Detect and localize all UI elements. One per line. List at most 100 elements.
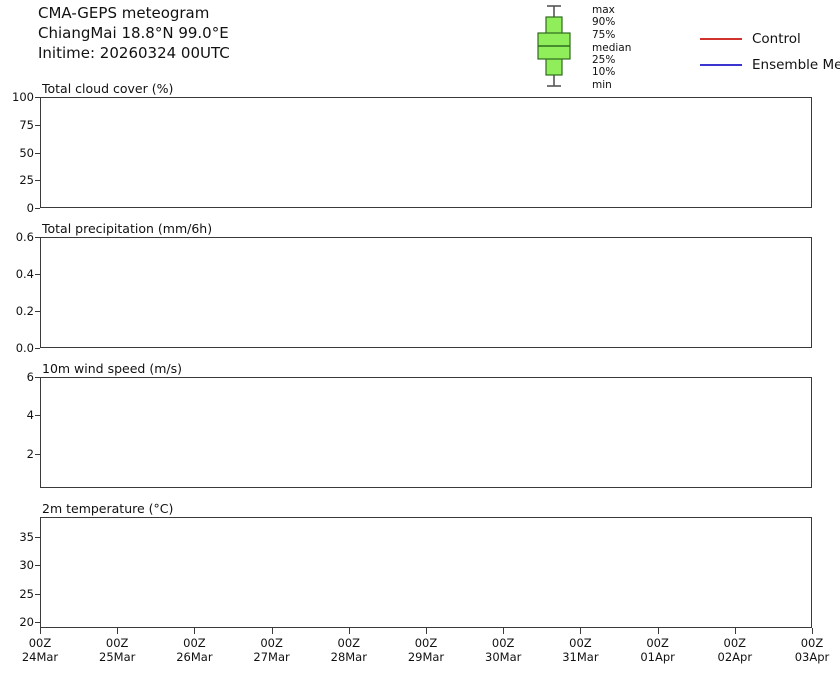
x-tick-hour: 00Z <box>28 636 52 650</box>
y-tick-mark <box>35 622 40 624</box>
y-tick-mark <box>35 97 40 98</box>
panel-title-0: Total cloud cover (%) <box>42 81 174 96</box>
x-tick-hour: 00Z <box>646 636 669 650</box>
x-tick-day: 25Mar <box>99 650 136 665</box>
plot-frame-3 <box>40 517 812 628</box>
y-tick-label: 25 <box>19 173 34 188</box>
x-tick-label: 00Z 25Mar <box>99 636 135 665</box>
y-tick-mark <box>35 565 40 567</box>
legend-item-ensemble-mean: Ensemble Mean <box>700 52 840 78</box>
x-tick-day: 30Mar <box>485 650 522 665</box>
y-tick-mark <box>35 124 40 126</box>
x-tick-label: 00Z 31Mar <box>562 636 598 665</box>
x-tick-label: 00Z 02Apr <box>718 636 753 665</box>
x-tick-mark <box>657 628 659 634</box>
y-tick-label: 2 <box>26 446 34 461</box>
panel-title-3: 2m temperature (°C) <box>42 501 174 516</box>
x-tick-mark <box>734 628 736 634</box>
legend-label-p90: 90% <box>592 16 616 28</box>
legend-item-control: Control <box>700 26 840 52</box>
legend-label-p10: 10% <box>592 66 616 78</box>
plot-frame-0 <box>40 97 812 208</box>
y-tick-mark <box>35 536 40 538</box>
y-tick-mark <box>35 593 40 595</box>
x-tick-day: 02Apr <box>717 650 753 665</box>
x-tick-mark <box>117 628 119 634</box>
x-tick-hour: 00Z <box>569 636 592 650</box>
x-tick-label: 00Z 26Mar <box>176 636 212 665</box>
x-tick-mark <box>194 628 196 634</box>
legend-label-max: max <box>592 4 615 16</box>
x-tick-label: 00Z 27Mar <box>253 636 289 665</box>
y-tick-mark <box>35 348 40 349</box>
legend-label-median: median <box>592 42 632 54</box>
x-tick-label: 00Z 01Apr <box>640 636 675 665</box>
x-tick-day: 28Mar <box>330 650 367 665</box>
y-tick-label: 25 <box>19 586 34 601</box>
x-tick-mark <box>271 628 273 634</box>
legend-line-ensemble-mean-icon <box>700 64 742 66</box>
x-tick-day: 03Apr <box>794 650 830 665</box>
x-tick-hour: 00Z <box>260 636 283 650</box>
x-tick-hour: 00Z <box>800 636 824 650</box>
y-tick-label: 4 <box>26 408 34 423</box>
x-tick-mark <box>426 628 427 634</box>
y-tick-mark <box>35 415 40 417</box>
y-tick-mark <box>35 208 40 209</box>
y-tick-label: 6 <box>26 370 34 384</box>
y-tick-mark <box>35 152 40 154</box>
legend-percentile-labels: max 90% 75% median 25% 10% min <box>592 2 672 92</box>
legend-line-control-icon <box>700 38 742 40</box>
x-tick-label: 00Z 29Mar <box>408 636 444 665</box>
x-tick-mark <box>812 628 813 634</box>
legend-label-min: min <box>592 79 612 91</box>
plot-frame-1 <box>40 237 812 348</box>
x-tick-day: 31Mar <box>562 650 599 665</box>
x-tick-label: 00Z 28Mar <box>331 636 367 665</box>
legend-label-p75: 75% <box>592 29 616 41</box>
y-tick-label: 0.4 <box>15 267 34 281</box>
x-tick-hour: 00Z <box>414 636 438 650</box>
y-tick-label: 50 <box>19 145 34 160</box>
panel-title-2: 10m wind speed (m/s) <box>42 361 182 376</box>
y-tick-mark <box>35 274 40 275</box>
panel-title-1: Total precipitation (mm/6h) <box>42 221 213 236</box>
x-tick-label: 00Z 30Mar <box>485 636 521 665</box>
y-tick-mark <box>35 311 40 312</box>
app-title: CMA-GEPS meteogram <box>38 4 210 22</box>
y-tick-label: 0.2 <box>15 304 34 318</box>
y-tick-mark <box>35 180 40 182</box>
y-tick-label: 0.0 <box>15 341 34 355</box>
legend: max 90% 75% median 25% 10% min Control E… <box>530 2 840 94</box>
x-tick-hour: 00Z <box>723 636 747 650</box>
y-tick-label: 30 <box>19 558 34 573</box>
y-tick-mark <box>35 237 40 238</box>
x-tick-hour: 00Z <box>183 636 206 650</box>
x-tick-label: 00Z 03Apr <box>795 636 830 665</box>
legend-series-list: Control Ensemble Mean <box>700 26 840 78</box>
initial-time: Initime: 20260324 00UTC <box>38 43 230 62</box>
chart-panel-0: 0 25 50 75 100 <box>12 90 812 215</box>
legend-boxplot-schematic <box>536 4 572 88</box>
x-tick-mark <box>348 628 350 634</box>
x-tick-mark <box>580 628 582 634</box>
x-tick-mark <box>503 628 505 634</box>
header-title-block: CMA-GEPS meteogram ChiangMai 18.8°N 99.0… <box>38 4 230 63</box>
x-tick-hour: 00Z <box>337 636 361 650</box>
chart-panel-3: 20 25 30 35 <box>19 517 812 629</box>
station-location: ChiangMai 18.8°N 99.0°E <box>38 23 229 42</box>
y-tick-mark <box>35 453 40 455</box>
x-tick-day: 24Mar <box>21 650 59 665</box>
x-tick-hour: 00Z <box>491 636 515 650</box>
legend-label-ensemble-mean: Ensemble Mean <box>752 57 840 73</box>
legend-label-p25: 25% <box>592 54 616 66</box>
x-tick-day: 27Mar <box>253 650 290 665</box>
y-tick-label: 100 <box>12 90 34 104</box>
y-tick-label: 0 <box>26 201 34 215</box>
x-tick-label: 00Z 24Mar <box>22 636 58 665</box>
x-tick-day: 01Apr <box>640 650 675 665</box>
legend-label-control: Control <box>752 31 801 47</box>
x-tick-mark <box>40 628 41 634</box>
plot-frame-2 <box>40 377 812 488</box>
y-tick-label: 20 <box>19 615 34 630</box>
